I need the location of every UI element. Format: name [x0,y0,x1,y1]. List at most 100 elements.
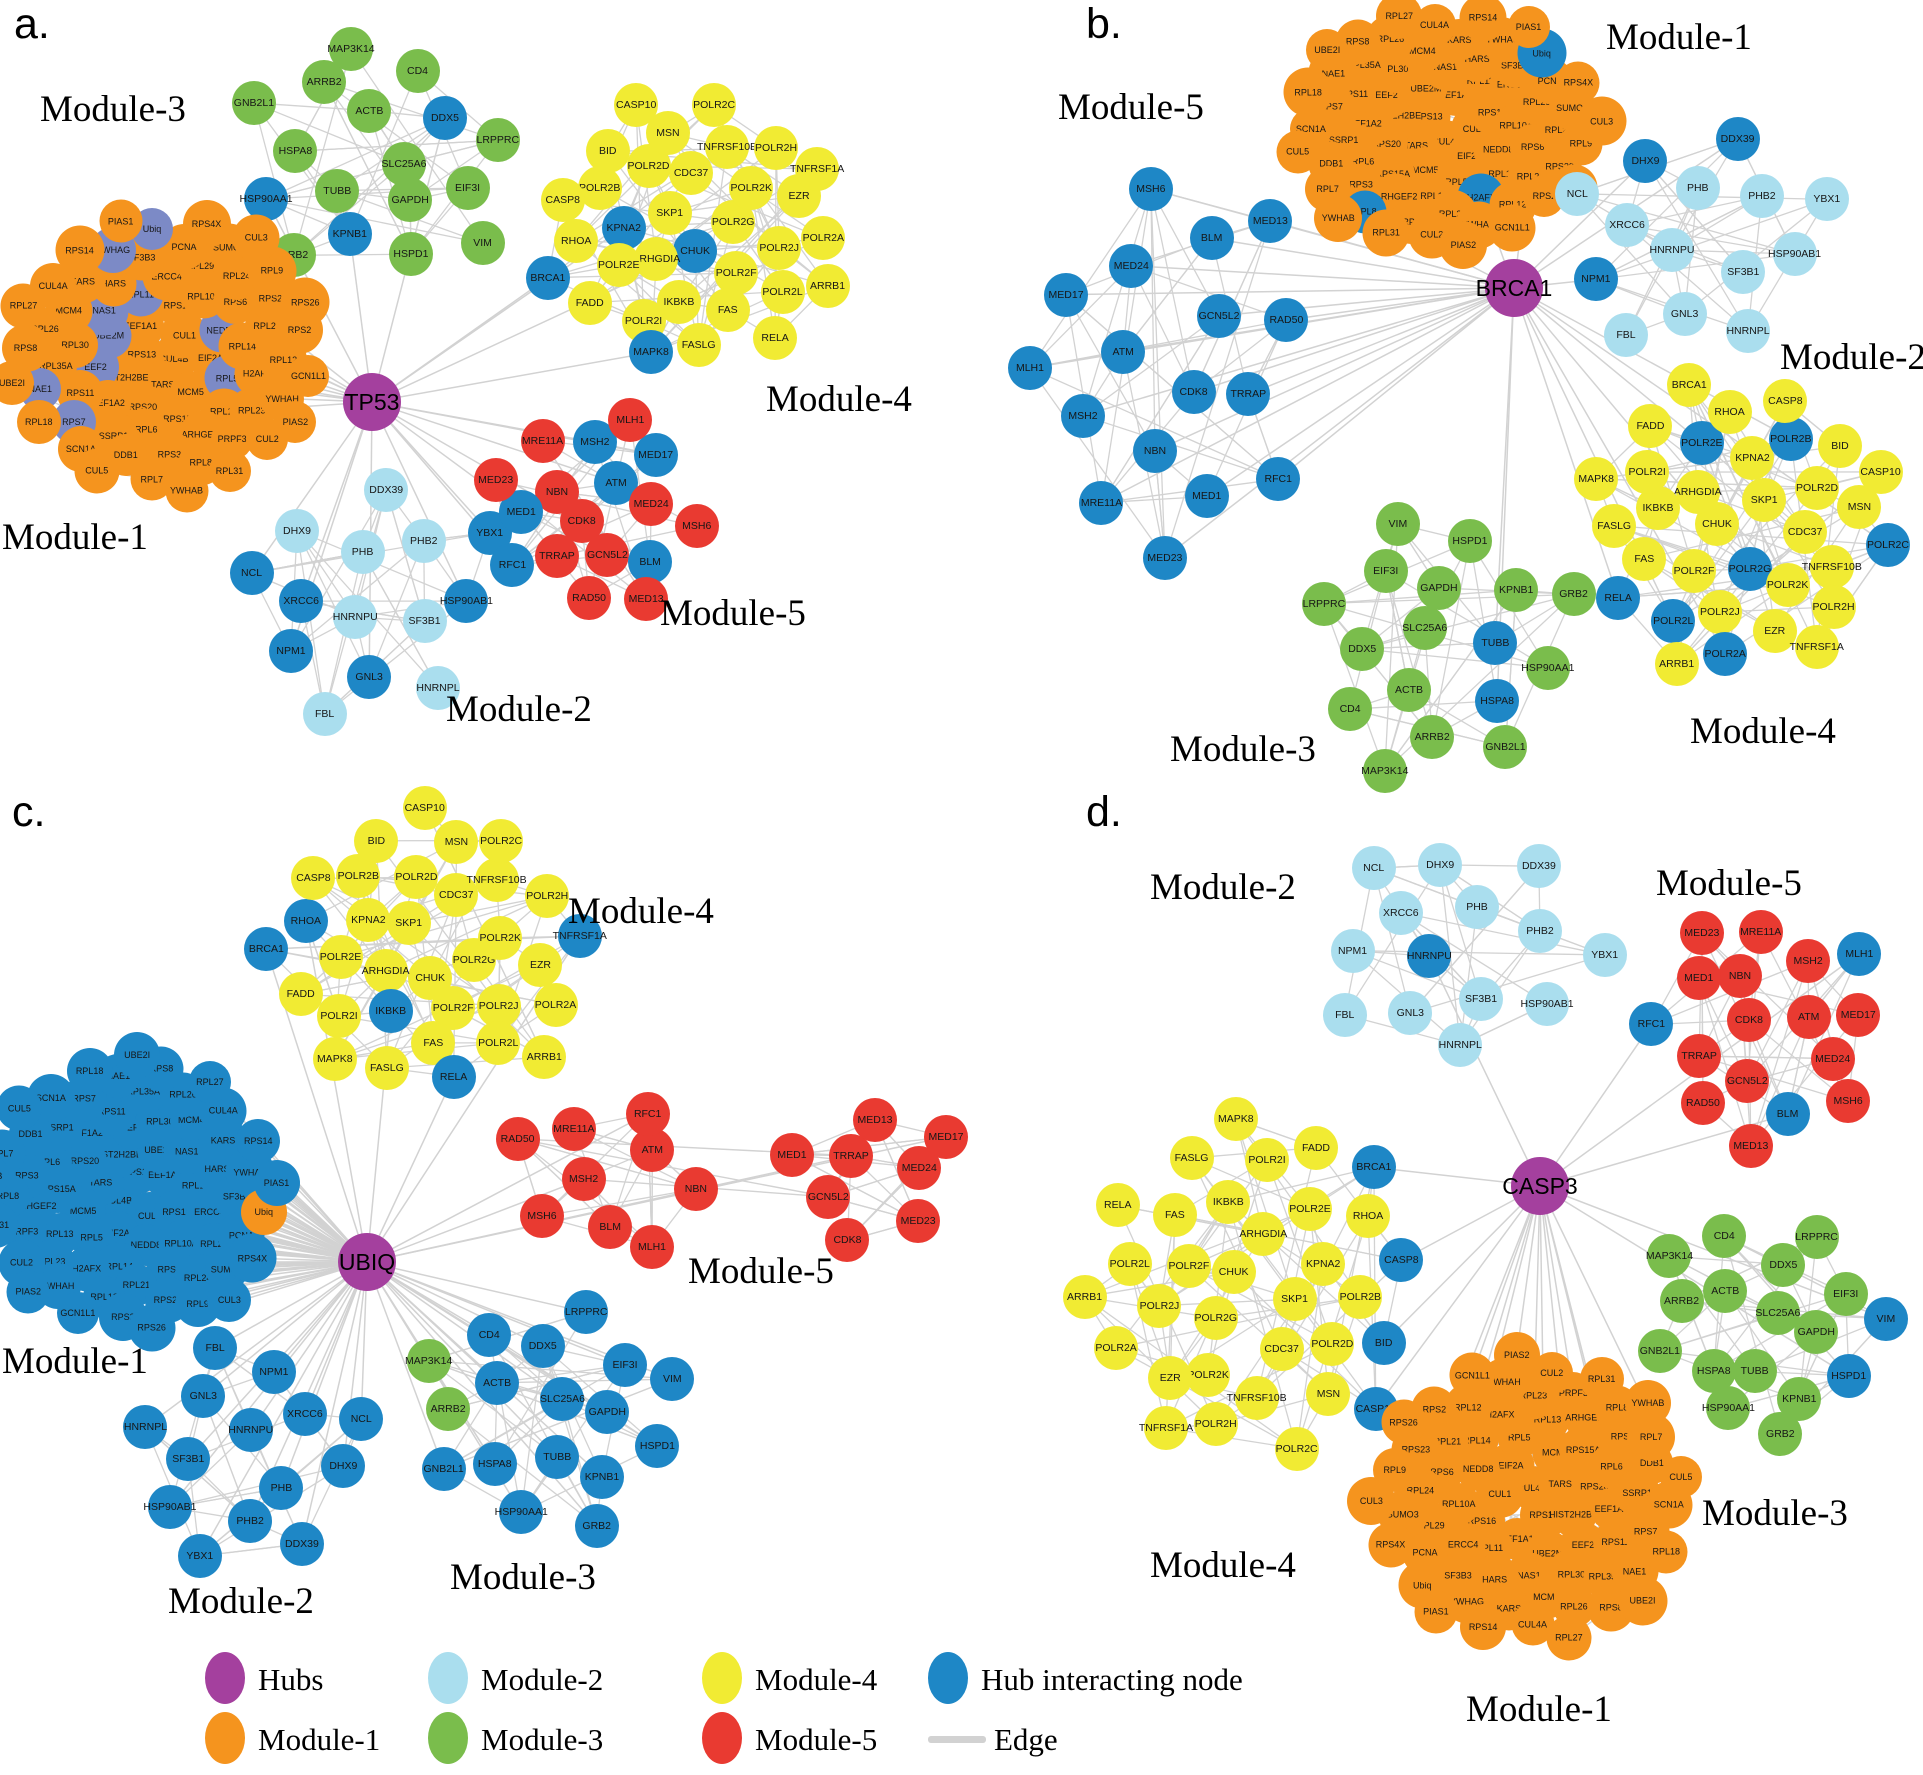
node-kpnb1[interactable]: KPNB1 [327,211,372,256]
node-polr2l[interactable]: POLR2L [1651,599,1696,644]
node-hsp90aa1[interactable]: HSP90AA1 [1702,1386,1755,1431]
node-vim[interactable]: VIM [460,221,505,266]
node-gnl3[interactable]: GNL3 [1662,291,1707,336]
node-ezr[interactable]: EZR [518,942,563,987]
node-npm1[interactable]: NPM1 [251,1349,296,1394]
node-rela[interactable]: RELA [753,316,798,361]
node-polr2f[interactable]: POLR2F [1672,548,1717,593]
node-ybx1[interactable]: YBX1 [1804,177,1849,222]
node-ddx39[interactable]: DDX39 [279,1521,324,1566]
node-fbl[interactable]: FBL [193,1325,238,1370]
node-bid[interactable]: BID [354,818,399,863]
node-gnb2l1[interactable]: GNB2L1 [1637,1328,1682,1373]
node-gcn5l2[interactable]: GCN5L2 [806,1174,851,1219]
node-map3k14[interactable]: MAP3K14 [327,27,375,72]
node-hspd1[interactable]: HSPD1 [635,1423,680,1468]
node-polr2h[interactable]: POLR2H [754,125,799,170]
node-xrcc6[interactable]: XRCC6 [279,579,324,624]
node-mre11a[interactable]: MRE11A [1079,480,1124,525]
node-ncl[interactable]: NCL [1351,846,1396,891]
node-gnl3[interactable]: GNL3 [1388,991,1433,1036]
node-ezr[interactable]: EZR [1148,1356,1193,1401]
node-polr2b[interactable]: POLR2B [1338,1275,1383,1320]
node-map3k14[interactable]: MAP3K14 [1361,749,1408,794]
node-map3k14[interactable]: MAP3K14 [405,1338,452,1383]
node-skp1[interactable]: SKP1 [386,901,431,946]
node-sf3b1[interactable]: SF3B1 [166,1437,211,1482]
node-tnfrsf10b[interactable]: TNFRSF10B [1227,1375,1287,1420]
node-polr2j[interactable]: POLR2J [757,225,802,270]
node-tnfrsf1a[interactable]: TNFRSF1A [1139,1405,1193,1450]
node-ezr[interactable]: EZR [1752,608,1797,653]
node-hnrnpu[interactable]: HNRNPU [333,595,378,640]
node-med17[interactable]: MED17 [633,432,678,477]
node-rhoa[interactable]: RHOA [1707,390,1752,435]
node-rps4x[interactable]: RPS4X [182,199,231,248]
node-cul5[interactable]: CUL5 [1276,130,1320,174]
node-lrpprc[interactable]: LRPPRC [1794,1215,1839,1260]
node-hspa8[interactable]: HSPA8 [1475,678,1520,723]
node-kpnb1[interactable]: KPNB1 [579,1454,624,1499]
node-med17[interactable]: MED17 [1836,993,1881,1038]
hub-node-tp53[interactable]: TP53 [343,373,401,431]
node-phb2[interactable]: PHB2 [401,518,446,563]
node-bid[interactable]: BID [1817,424,1862,469]
node-kpna2[interactable]: KPNA2 [1730,435,1775,480]
node-rpl31[interactable]: RPL31 [208,449,251,492]
node-hspd1[interactable]: HSPD1 [1447,519,1492,564]
node-ddx5[interactable]: DDX5 [1340,626,1385,671]
node-msh2[interactable]: MSH2 [561,1156,606,1201]
node-brca1[interactable]: BRCA1 [1667,363,1712,408]
node-hsp90ab1[interactable]: HSP90AB1 [440,579,493,624]
node-hspa8[interactable]: HSPA8 [472,1442,517,1487]
hub-node-casp3[interactable]: CASP3 [1502,1157,1578,1215]
node-arhgdia[interactable]: ARHGDIA [1239,1211,1287,1256]
node-skp1[interactable]: SKP1 [1742,477,1787,522]
node-lrpprc[interactable]: LRPPRC [475,118,520,163]
hub-node-brca1[interactable]: BRCA1 [1476,259,1552,317]
node-med1[interactable]: MED1 [1676,956,1721,1001]
node-trrap[interactable]: TRRAP [534,534,579,579]
node-npm1[interactable]: NPM1 [269,629,314,674]
node-rps4x[interactable]: RPS4X [227,1233,277,1283]
node-gapdh[interactable]: GAPDH [585,1389,630,1434]
node-cul3[interactable]: CUL3 [1347,1477,1396,1526]
node-ddx5[interactable]: DDX5 [422,96,467,141]
node-polr2l[interactable]: POLR2L [760,269,805,314]
node-cdc37[interactable]: CDC37 [1259,1326,1304,1371]
node-lrpprc[interactable]: LRPPRC [564,1290,609,1335]
node-polr2d[interactable]: POLR2D [1310,1321,1355,1366]
node-polr2j[interactable]: POLR2J [1697,590,1742,635]
node-pias2[interactable]: PIAS2 [274,400,317,443]
node-tnfrsf1a[interactable]: TNFRSF1A [790,146,844,191]
node-hsp90aa1[interactable]: HSP90AA1 [495,1490,548,1535]
node-brca1[interactable]: BRCA1 [525,255,570,300]
node-polr2a[interactable]: POLR2A [801,216,846,261]
node-gcn5l2[interactable]: GCN5L2 [1725,1059,1770,1104]
node-fbl[interactable]: FBL [1322,992,1367,1037]
node-arrb2[interactable]: ARRB2 [1410,714,1455,759]
node-arrb1[interactable]: ARRB1 [1062,1274,1107,1319]
node-med13[interactable]: MED13 [1728,1123,1773,1168]
node-polr2h[interactable]: POLR2H [1193,1402,1238,1447]
node-rpl27[interactable]: RPL27 [1546,1615,1592,1661]
node-hsp90ab1[interactable]: HSP90AB1 [143,1485,197,1530]
node-polr2l[interactable]: POLR2L [476,1020,521,1065]
node-eif3i[interactable]: EIF3I [1363,549,1408,594]
node-ybx1[interactable]: YBX1 [177,1534,222,1579]
node-med13[interactable]: MED13 [853,1098,898,1143]
node-polr2c[interactable]: POLR2C [1865,523,1910,568]
node-trrap[interactable]: TRRAP [1226,372,1271,417]
node-hspd1[interactable]: HSPD1 [388,232,433,277]
node-pias1[interactable]: PIAS1 [1414,1590,1458,1634]
node-ube2i[interactable]: UBE2I [1618,1576,1668,1626]
node-msh2[interactable]: MSH2 [1786,939,1831,984]
node-dhx9[interactable]: DHX9 [275,508,319,553]
node-med23[interactable]: MED23 [1142,535,1187,580]
node-med23[interactable]: MED23 [1679,911,1724,956]
node-ube2i[interactable]: UBE2I [1306,29,1349,72]
node-gcn5l2[interactable]: GCN5L2 [585,533,630,578]
node-npm1[interactable]: NPM1 [1573,257,1618,302]
node-rpl27[interactable]: RPL27 [0,283,46,329]
node-mapk8[interactable]: MAPK8 [629,330,674,375]
